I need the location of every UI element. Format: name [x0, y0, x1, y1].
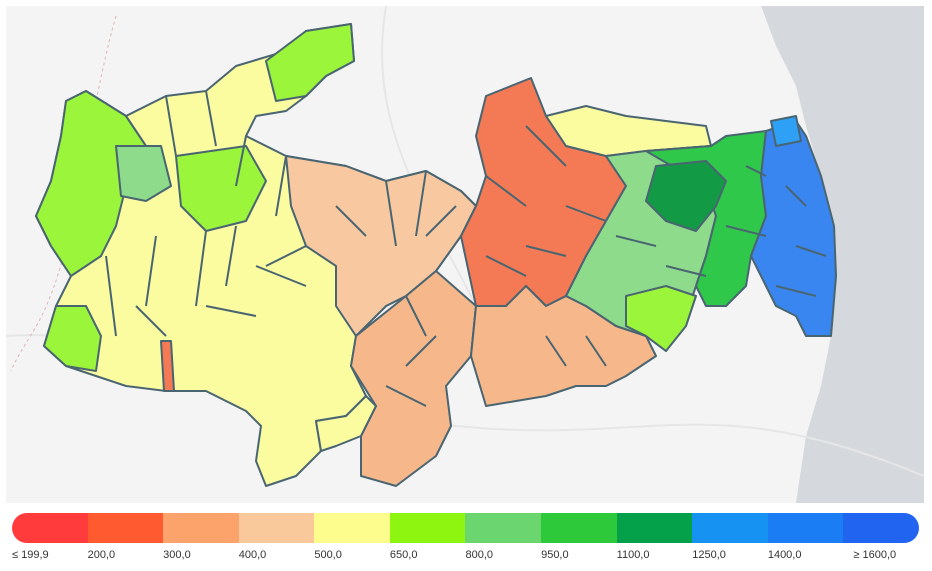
legend-swatch [541, 513, 617, 543]
municipality-lines [105, 90, 827, 407]
region-central-peach-east[interactable] [470, 285, 657, 407]
sea-area [761, 6, 924, 503]
choropleth-map[interactable] [6, 6, 924, 503]
legend-tick-label: 1250,0 [692, 549, 726, 561]
legend-tick-label: 1400,0 [767, 549, 802, 561]
legend-swatch [767, 513, 844, 543]
legend-swatch [843, 513, 919, 543]
legend-tick-label: 650,0 [389, 549, 418, 561]
legend-swatch [465, 513, 542, 543]
legend-tick-label: 400,0 [238, 549, 267, 561]
legend-tick-label: 950,0 [541, 549, 569, 561]
legend-tick-label: 200,0 [87, 549, 116, 561]
region-far-north-green[interactable] [265, 23, 355, 102]
region-northwest-mint[interactable] [115, 145, 172, 202]
legend-tick-label: ≥ 1600,0 [853, 549, 897, 561]
region-coast-blue[interactable] [750, 120, 837, 337]
region-north-yellow[interactable] [545, 105, 712, 157]
state-border-dashed [10, 15, 117, 372]
legend-tick-label: 500,0 [314, 549, 342, 561]
legend-swatch [692, 513, 768, 543]
legend-tick-label: 300,0 [163, 549, 191, 561]
road-line [381, 6, 477, 307]
region-southwest-green[interactable] [43, 305, 102, 372]
legend-swatch [616, 513, 693, 543]
region-agreste-green[interactable] [645, 130, 767, 307]
legend-swatch [238, 513, 315, 543]
legend-swatch [87, 513, 164, 543]
state-regions [35, 23, 837, 487]
region-agreste-dark-green[interactable] [645, 160, 727, 232]
legend-tick-label: ≤ 199,9 [12, 549, 49, 561]
legend-tick-label: 800,0 [465, 549, 494, 561]
region-coast-light-blue[interactable] [770, 115, 802, 147]
region-agreste-lime[interactable] [625, 285, 697, 352]
legend-swatch [314, 513, 390, 543]
region-south-strip-red[interactable] [160, 340, 175, 392]
legend-color-bar [12, 513, 919, 543]
legend-swatch [163, 513, 239, 543]
region-west-green-belt[interactable] [175, 145, 267, 232]
map-panel[interactable] [6, 6, 924, 503]
legend-swatch [12, 513, 88, 543]
legend-tick-label: 1100,0 [616, 549, 650, 561]
legend-swatch [389, 513, 466, 543]
region-south-yellow[interactable] [315, 395, 377, 452]
legend-labels: ≤ 199,9 200,0 300,0 400,0 500,0 650,0 800,0 950… [12, 549, 919, 565]
